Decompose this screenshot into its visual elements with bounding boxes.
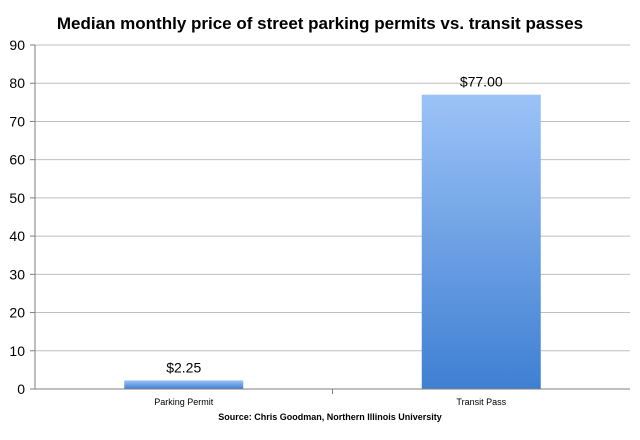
bar <box>421 94 541 389</box>
bar-data-label: $77.00 <box>460 74 503 90</box>
bars: $2.25 $77.00 <box>124 74 541 389</box>
y-tick-label: 50 <box>9 190 25 206</box>
y-tick-label: 0 <box>17 381 25 397</box>
source-note: Source: Chris Goodman, Northern Illinois… <box>218 412 442 422</box>
x-axis-ticks: Parking Permit Transit Pass <box>154 389 507 407</box>
x-tick-label: Parking Permit <box>154 397 214 407</box>
y-tick-label: 80 <box>9 75 25 91</box>
x-tick-label: Transit Pass <box>456 397 506 407</box>
gridlines <box>35 44 630 352</box>
y-tick-label: 90 <box>9 37 25 53</box>
y-tick-label: 70 <box>9 113 25 129</box>
y-axis-ticks: 0 10 20 30 40 50 60 70 80 90 <box>9 37 35 397</box>
chart-title: Median monthly price of street parking p… <box>57 14 583 33</box>
y-tick-label: 20 <box>9 305 25 321</box>
y-tick-label: 10 <box>9 343 25 359</box>
bar <box>124 380 244 389</box>
y-tick-label: 30 <box>9 266 25 282</box>
bar-data-label: $2.25 <box>166 359 201 375</box>
y-tick-label: 40 <box>9 228 25 244</box>
y-tick-label: 60 <box>9 152 25 168</box>
